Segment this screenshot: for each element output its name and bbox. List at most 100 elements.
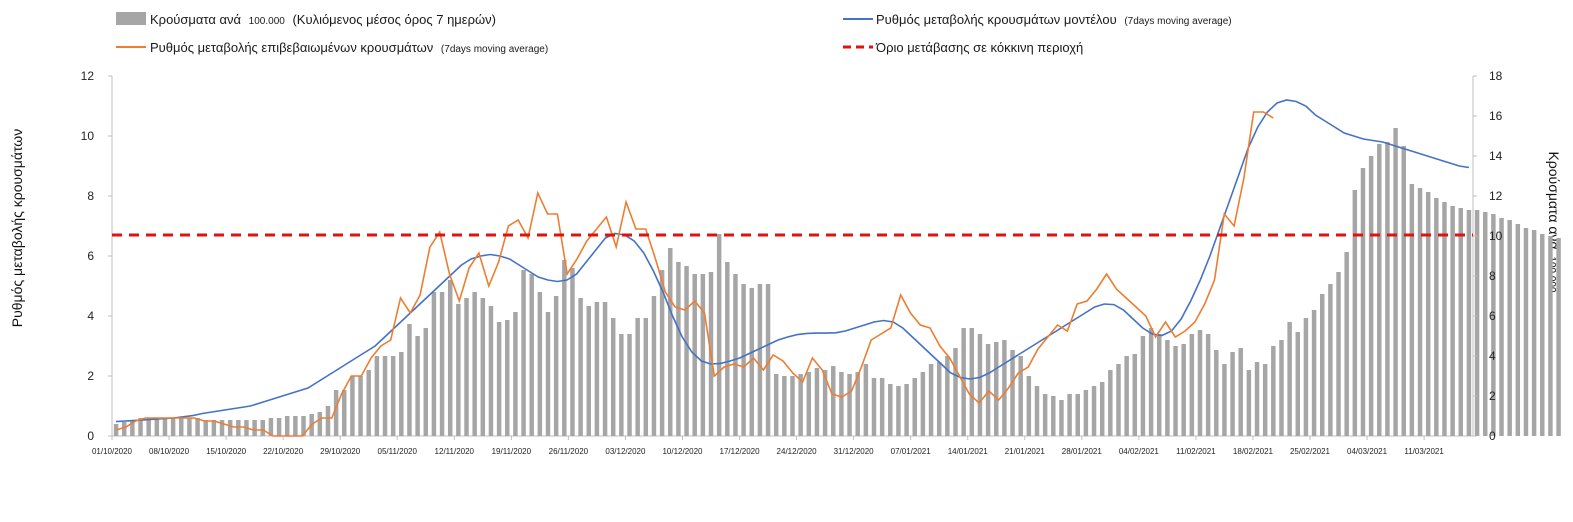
bar [570,268,575,436]
legend-item-model: Ρυθμός μεταβολής κρουσμάτων μοντέλου (7d… [843,12,1232,27]
x-tick-label: 05/11/2020 [378,447,418,456]
bar [765,284,771,436]
bar [553,296,559,436]
x-tick-label: 26/11/2020 [549,447,589,456]
y-right-tick-label: 6 [1489,309,1496,323]
bar [1303,318,1309,436]
bar [219,420,225,436]
bar [977,334,983,436]
bar [741,284,746,436]
bar [1156,334,1162,436]
bar [1018,356,1023,436]
bar [1458,208,1464,436]
legend-bars-label2: (Κυλιόμενος μέσος όρος 7 ημερών) [292,12,496,27]
x-tick-label: 11/03/2021 [1404,447,1444,456]
bar [1360,168,1366,436]
bar [1319,294,1325,436]
bar [1352,190,1358,436]
x-tick-label: 11/02/2021 [1176,447,1216,456]
bar [920,372,926,436]
bar [447,280,453,436]
bar [1556,238,1561,436]
y-right-tick-label: 12 [1489,189,1503,203]
bar [879,378,885,436]
bar [1026,376,1032,436]
bar [798,374,803,436]
x-tick-label: 25/02/2021 [1290,447,1331,456]
bar [1287,322,1292,436]
bar [1311,310,1317,436]
legend-swatch-bars [116,12,146,25]
bar [602,302,608,436]
bar [594,302,600,436]
legend: Κρούσματα ανά 100.000 (Κυλιόμενος μέσος … [116,12,1232,55]
x-tick-label: 08/10/2020 [149,447,190,456]
bar [773,374,779,436]
x-tick-label: 01/10/2020 [92,447,133,456]
bar [407,324,412,436]
bar [610,318,616,436]
x-tick-label: 29/10/2020 [320,447,361,456]
x-tick-label: 22/10/2020 [263,447,304,456]
bar [1482,212,1488,436]
x-tick-label: 24/12/2020 [777,447,818,456]
y-left-tick-label: 6 [87,249,94,263]
legend-item-confirmed: Ρυθμός μεταβολής επιβεβαιωμένων κρουσμάτ… [116,40,548,55]
legend-threshold-label: Όριο μετάβασης σε κόκκινη περιοχή [875,40,1083,55]
y-right-tick-label: 2 [1489,389,1496,403]
bar [1230,352,1235,436]
bar [121,422,127,436]
bar [1531,230,1537,436]
bar [162,418,168,436]
bar [1148,328,1154,436]
bar [1434,198,1439,436]
bar [578,298,583,436]
svg-text:Ρυθμός μεταβολής κρουσμάτων μο: Ρυθμός μεταβολής κρουσμάτων μοντέλου (7d… [876,12,1232,27]
bar [969,328,975,436]
bar [716,234,722,436]
bar [1523,228,1529,436]
bar [1548,236,1553,436]
bar [537,292,543,436]
bar [888,384,893,436]
y-right-tick-label: 14 [1489,149,1503,163]
svg-text:Ρυθμός μεταβολής επιβεβαιωμένω: Ρυθμός μεταβολής επιβεβαιωμένων κρουσμάτ… [150,40,548,55]
bar [847,374,852,436]
bar [1466,210,1472,436]
bar [1083,390,1089,436]
bar [1124,356,1129,436]
bar [1238,348,1243,436]
bar [464,298,469,436]
bar [505,320,510,436]
bar [757,284,763,436]
bar [358,376,363,436]
bar [839,372,844,436]
y-right-tick-label: 10 [1489,229,1503,243]
bar [1108,370,1113,436]
bar [1336,272,1341,436]
bar [382,356,388,436]
bar [1254,362,1260,436]
y-left-tick-label: 8 [87,189,94,203]
y-left-tick-label: 10 [81,129,95,143]
x-tick-label: 07/01/2021 [891,447,932,456]
bar [1442,202,1447,436]
bar [651,296,657,436]
y-right-tick-label: 8 [1489,269,1496,283]
bar [138,418,143,436]
bar [1067,394,1072,436]
bar [374,356,380,436]
bar [399,352,404,436]
legend-model-small: (7days moving average) [1124,16,1231,27]
bars-series [113,128,1561,436]
line-series [112,99,1473,437]
bar [179,418,184,436]
bar [284,416,290,436]
legend-item-threshold: Όριο μετάβασης σε κόκκινη περιοχή [843,40,1083,55]
bar [814,368,820,436]
bar [317,412,323,436]
bar [619,334,624,436]
bar [562,260,567,436]
bar [1059,400,1064,436]
